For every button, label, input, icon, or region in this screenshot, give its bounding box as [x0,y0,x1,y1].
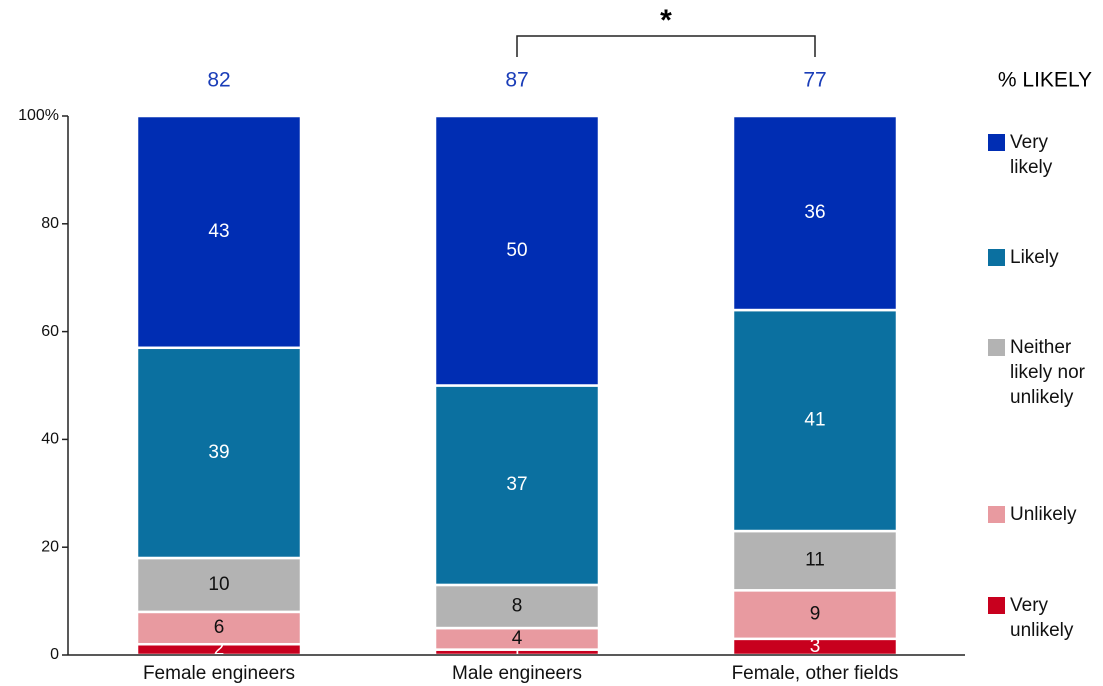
bar-segment [731,529,899,592]
total-label: 87 [505,69,528,92]
legend-label: Very likely [1010,132,1053,178]
x-tick-label: Female, other fields [732,663,899,684]
legend-label: Unlikely [1010,504,1077,525]
y-tick-label: 60 [41,323,59,340]
data-label: 36 [804,202,825,223]
legend-label: Very unlikely [1010,595,1074,641]
bar-segment [433,583,601,630]
legend-swatch [988,339,1005,356]
y-tick-label: 80 [41,215,59,232]
legend-item: Very unlikely [988,593,1098,643]
data-label: 4 [512,628,523,649]
data-label: 11 [805,550,825,571]
y-tick-label: 40 [41,431,59,448]
legend-label: Likely [1010,247,1059,268]
data-label: 6 [214,617,225,638]
bar-segment [433,114,601,387]
totals-label: % LIKELY [998,69,1092,92]
bar-segment [135,556,303,614]
bracket [516,35,816,57]
annotation: * [660,4,672,37]
bar-segment [135,346,303,560]
legend-swatch [988,597,1005,614]
y-tick-label: 20 [41,538,59,555]
legend-swatch [988,506,1005,523]
data-label: 1 [512,641,523,662]
legend-item: Very likely [988,130,1098,180]
total-label: 82 [207,69,230,92]
legend-label: Neither likely nor unlikely [1010,337,1085,408]
bar-segment [731,589,899,641]
bar-segment [433,384,601,587]
bar-segment [731,114,899,312]
data-label: 39 [208,442,229,463]
y-tick-label: 100% [18,107,59,124]
legend-swatch [988,134,1005,151]
data-label: 43 [208,221,229,242]
data-label: 50 [506,240,527,261]
bar-segment [135,114,303,350]
legend-item: Neither likely nor unlikely [988,335,1098,410]
y-tick-label: 0 [50,646,59,663]
x-tick-label: Male engineers [452,663,582,684]
data-label: 41 [804,410,825,431]
data-label: 37 [506,474,527,495]
total-label: 77 [803,69,826,92]
data-label: 8 [512,596,523,617]
data-label: 2 [214,639,225,660]
legend-swatch [988,249,1005,266]
data-label: 10 [208,574,229,595]
legend-item: Unlikely [988,502,1098,527]
x-tick-label: Female engineers [143,663,295,684]
data-label: 3 [810,636,821,657]
data-label: 9 [810,604,821,625]
legend-item: Likely [988,245,1098,270]
